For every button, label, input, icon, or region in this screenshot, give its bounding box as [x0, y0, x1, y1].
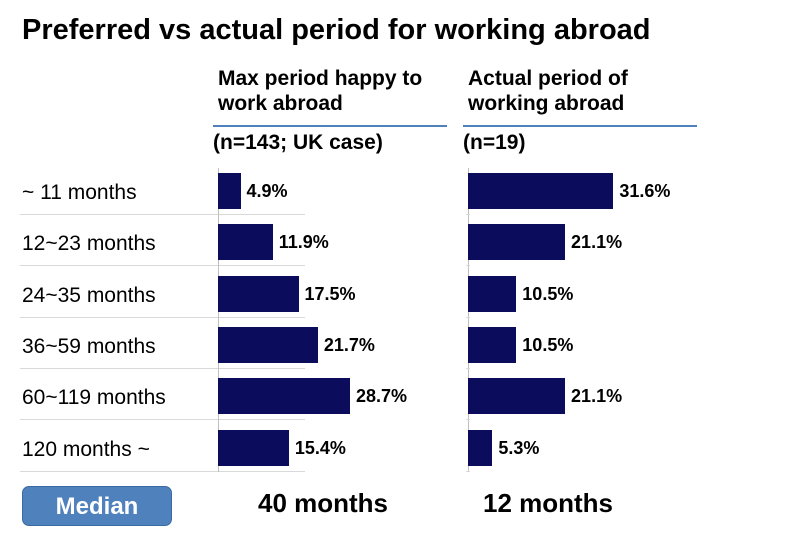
row-separator	[466, 214, 470, 215]
row-separator	[20, 265, 305, 267]
value-label: 15.4%	[294, 437, 346, 458]
value-label: 21.1%	[571, 386, 623, 407]
panel-header: Actual period of working abroad	[468, 67, 628, 115]
bar	[468, 173, 614, 209]
header-rule	[213, 125, 447, 127]
panel-note: (n=19)	[463, 131, 526, 154]
bar	[468, 326, 517, 363]
value-label: 28.7%	[356, 386, 408, 407]
bar	[218, 224, 273, 261]
value-label: 10.5%	[522, 334, 574, 355]
axis-line	[218, 168, 219, 472]
bar	[218, 378, 351, 415]
bar	[468, 378, 566, 415]
panel-header: Max period happy to work abroad	[218, 67, 423, 115]
median-value: 40 months	[257, 488, 389, 518]
value-label: 4.9%	[246, 181, 288, 201]
category-label: 60~119 months	[22, 386, 166, 410]
category-label: 36~59 months	[22, 334, 156, 358]
row-separator	[20, 470, 305, 472]
bar	[468, 275, 517, 312]
value-label: 5.3%	[498, 437, 540, 458]
row-separator	[466, 367, 470, 369]
row-separator	[466, 265, 470, 267]
bar	[218, 326, 318, 363]
row-separator	[466, 470, 470, 472]
category-label: 24~35 months	[22, 283, 156, 307]
axis-line	[468, 168, 469, 472]
bar	[468, 224, 566, 261]
value-label: 21.7%	[323, 334, 375, 355]
value-label: 11.9%	[278, 232, 329, 253]
category-label: 120 months ~	[22, 437, 150, 461]
category-label: 12~23 months	[22, 232, 156, 256]
row-separator	[20, 214, 305, 215]
bar	[218, 275, 299, 312]
bar	[468, 429, 493, 466]
chart-title: Preferred vs actual period for working a…	[22, 14, 651, 46]
value-label: 21.1%	[571, 232, 623, 253]
category-label: ~ 11 months	[22, 181, 137, 204]
panel-note: (n=143; UK case)	[213, 131, 383, 154]
value-label: 31.6%	[619, 181, 671, 201]
value-label: 17.5%	[304, 283, 356, 304]
row-separator	[466, 419, 470, 421]
median-value: 12 months	[482, 488, 614, 518]
row-separator	[20, 419, 305, 421]
row-separator	[20, 367, 305, 369]
row-separator	[466, 316, 470, 318]
row-separator	[20, 316, 305, 318]
bar	[218, 429, 289, 466]
bar	[218, 173, 241, 209]
value-label: 10.5%	[522, 283, 574, 304]
header-rule	[463, 125, 697, 127]
median-label: Median	[22, 486, 172, 526]
